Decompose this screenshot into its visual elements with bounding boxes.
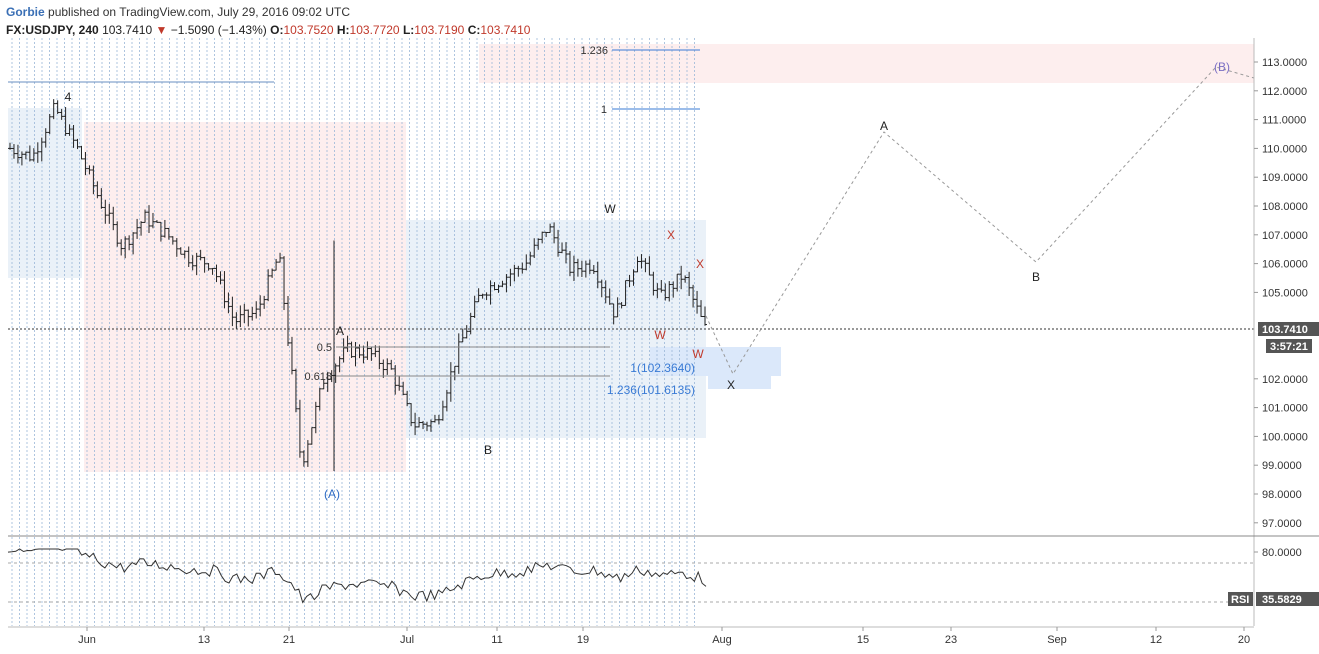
fib-label: 0.618 bbox=[304, 371, 332, 383]
time-tick-label: 20 bbox=[1238, 634, 1250, 646]
price-tick-label: 99.0000 bbox=[1262, 460, 1302, 472]
fib-label: 1 bbox=[601, 104, 607, 116]
price-tick-label: 108.0000 bbox=[1262, 201, 1308, 213]
high-label: H: bbox=[336, 23, 350, 37]
down-arrow-icon: ▼ bbox=[155, 23, 168, 37]
countdown-badge bbox=[1266, 339, 1312, 353]
countdown-text: 3:57:21 bbox=[1270, 341, 1308, 353]
publish-text: published on TradingView.com, July 29, 2… bbox=[48, 5, 350, 19]
wave-label: (B) bbox=[1214, 60, 1230, 74]
wave-label: 4 bbox=[65, 90, 72, 104]
blue-zone bbox=[8, 108, 82, 278]
last-price-badge bbox=[1258, 322, 1319, 336]
wave-label: W bbox=[604, 202, 616, 216]
time-tick-label: Sep bbox=[1047, 634, 1067, 646]
wave-label: W bbox=[654, 328, 666, 342]
time-tick-label: Jun bbox=[78, 634, 96, 646]
wave-label: B bbox=[484, 443, 492, 457]
price-tick-label: 97.0000 bbox=[1262, 518, 1302, 530]
price-tick-label: 102.0000 bbox=[1262, 374, 1308, 386]
last-price-text: 103.7410 bbox=[1262, 324, 1308, 336]
symbol-info-bar: FX:USDJPY, 240 103.7410 ▼ −1.5090 (−1.43… bbox=[6, 23, 530, 37]
wave-label: A bbox=[336, 324, 344, 338]
wave-label: (A) bbox=[324, 487, 340, 501]
time-tick-label: 13 bbox=[198, 634, 210, 646]
rsi-name-badge bbox=[1228, 592, 1253, 606]
low-label: L: bbox=[402, 23, 415, 37]
fib-label: 0.5 bbox=[317, 342, 332, 354]
fib-label: 1.236 bbox=[580, 45, 608, 57]
price-tick-label: 101.0000 bbox=[1262, 403, 1308, 415]
time-tick-label: Jul bbox=[400, 634, 414, 646]
price-change: −1.5090 (−1.43%) bbox=[170, 23, 267, 37]
price-tick-label: 113.0000 bbox=[1262, 57, 1307, 69]
wave-label: X bbox=[696, 257, 704, 271]
price-tick-label: 107.0000 bbox=[1262, 230, 1308, 242]
close-label: C: bbox=[467, 23, 481, 37]
price-tick-label: 112.0000 bbox=[1262, 86, 1307, 98]
rsi-name: RSI bbox=[1231, 594, 1249, 606]
wave-label: B bbox=[1032, 270, 1040, 284]
price-tick-label: 110.0000 bbox=[1262, 143, 1307, 155]
wave-label: A bbox=[880, 119, 888, 133]
close-value: 103.7410 bbox=[480, 23, 531, 37]
price-tick-label: 100.0000 bbox=[1262, 431, 1308, 443]
pink-zone bbox=[479, 44, 1254, 83]
time-tick-label: Aug bbox=[712, 634, 732, 646]
price-tick-label: 109.0000 bbox=[1262, 172, 1308, 184]
rsi-value-badge bbox=[1256, 592, 1319, 606]
author-name[interactable]: Gorbie bbox=[6, 5, 45, 19]
price-tick-label: 105.0000 bbox=[1262, 287, 1308, 299]
symbol-label[interactable]: FX:USDJPY, 240 bbox=[6, 23, 99, 37]
wave-label: X bbox=[667, 228, 675, 242]
time-tick-label: 11 bbox=[491, 634, 502, 646]
projection-label: 1(102.3640) bbox=[630, 361, 695, 375]
wave-label: W bbox=[692, 347, 704, 361]
rsi-tick-label: 80.0000 bbox=[1262, 547, 1302, 559]
rsi-value: 35.5829 bbox=[1262, 594, 1302, 606]
rsi-pane[interactable] bbox=[8, 537, 1254, 626]
target-zone bbox=[708, 368, 771, 389]
rsi-line bbox=[7, 548, 707, 604]
open-label: O: bbox=[270, 23, 284, 37]
time-tick-label: 15 bbox=[857, 634, 869, 646]
low-value: 103.7190 bbox=[414, 23, 465, 37]
last-price: 103.7410 bbox=[102, 23, 153, 37]
projection-label: 1.236(101.6135) bbox=[607, 383, 695, 397]
publish-info: Gorbie published on TradingView.com, Jul… bbox=[6, 5, 350, 19]
pink-zone bbox=[84, 122, 406, 472]
time-tick-label: 23 bbox=[945, 634, 957, 646]
price-tick-label: 106.0000 bbox=[1262, 259, 1308, 271]
time-tick-label: 12 bbox=[1150, 634, 1162, 646]
open-value: 103.7520 bbox=[283, 23, 334, 37]
wave-label: X bbox=[727, 378, 735, 392]
price-tick-label: 111.0000 bbox=[1262, 115, 1306, 127]
time-tick-label: 21 bbox=[283, 634, 295, 646]
time-tick-label: 19 bbox=[577, 634, 589, 646]
price-tick-label: 98.0000 bbox=[1262, 489, 1302, 501]
high-value: 103.7720 bbox=[349, 23, 400, 37]
